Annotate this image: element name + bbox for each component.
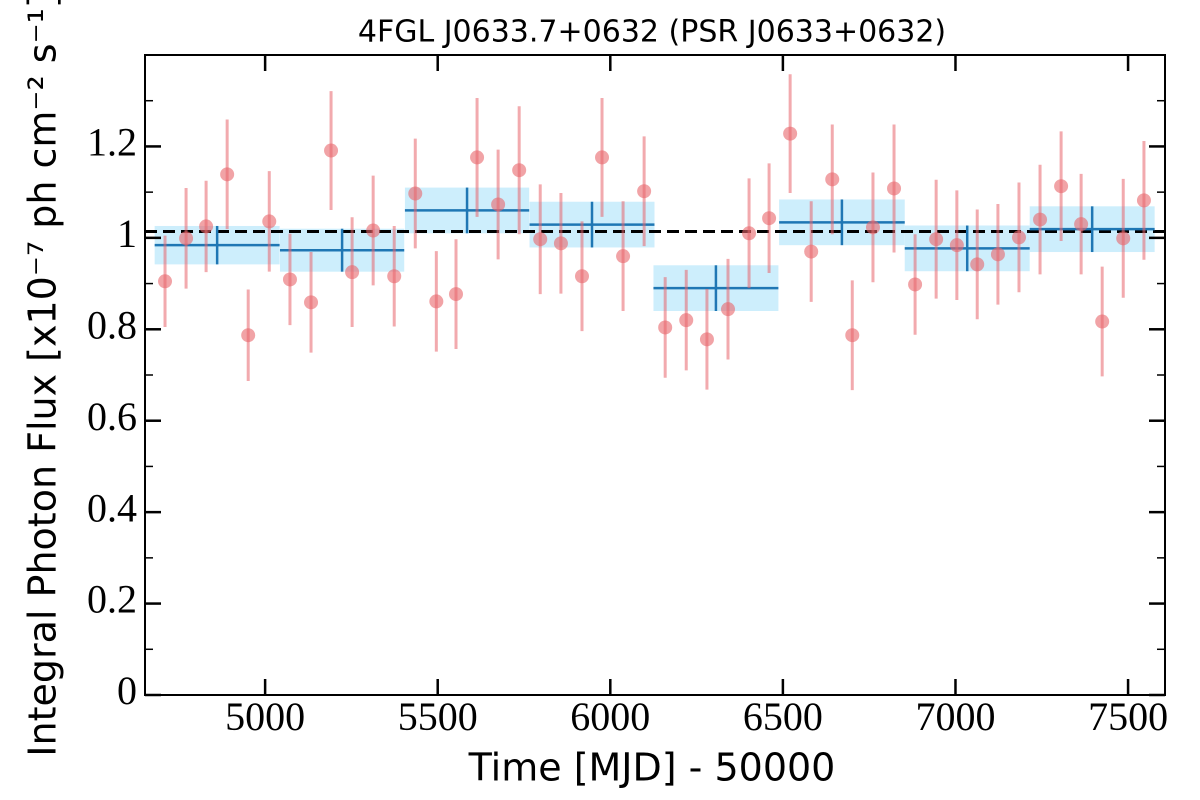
point: [429, 294, 444, 309]
point: [470, 150, 485, 165]
point: [1116, 231, 1131, 246]
point: [804, 244, 819, 259]
point: [366, 223, 381, 238]
point: [574, 269, 589, 284]
y-tick-label: 0.4: [87, 485, 137, 530]
x-axis-label: Time [MJD] - 50000: [468, 746, 836, 790]
point: [1074, 217, 1089, 232]
point: [304, 295, 319, 310]
point: [533, 232, 548, 247]
point: [241, 328, 256, 343]
point: [512, 163, 527, 178]
y-axis-label: Integral Photon Flux [x10⁻⁷ ph cm⁻² s⁻¹]: [21, 0, 65, 757]
point: [825, 172, 840, 187]
y-tick-label: 1.2: [87, 120, 137, 165]
point: [1095, 314, 1110, 329]
point: [220, 167, 235, 182]
point: [908, 277, 923, 292]
point: [679, 313, 694, 328]
point: [491, 197, 506, 212]
point: [179, 231, 194, 246]
y-tick-label: 1: [117, 211, 137, 256]
point: [865, 220, 880, 235]
point: [345, 265, 360, 280]
point: [658, 320, 673, 335]
point: [158, 274, 173, 289]
point: [616, 249, 631, 264]
chart-title: 4FGL J0633.7+0632 (PSR J0633+0632): [358, 15, 946, 50]
point: [1011, 230, 1026, 245]
point: [929, 232, 944, 247]
plot-frame: [144, 54, 1166, 696]
point: [721, 302, 736, 317]
y-tick-label: 0: [117, 668, 137, 713]
point: [949, 238, 964, 253]
point: [887, 181, 902, 196]
x-tick-label: 7500: [1088, 694, 1168, 739]
point: [595, 150, 610, 165]
x-tick-label: 6000: [570, 694, 650, 739]
point: [762, 211, 777, 226]
point: [970, 257, 985, 272]
point: [324, 143, 339, 158]
point: [387, 269, 402, 284]
point: [845, 328, 860, 343]
point: [408, 186, 423, 201]
point: [1136, 193, 1151, 208]
point: [1054, 179, 1069, 194]
x-tick-label: 5500: [398, 694, 478, 739]
point: [699, 332, 714, 347]
point: [1033, 212, 1048, 227]
y-tick-label: 0.6: [87, 394, 137, 439]
point: [282, 272, 297, 287]
x-tick-label: 7000: [915, 694, 995, 739]
point: [199, 219, 214, 234]
x-tick-label: 6500: [743, 694, 823, 739]
point: [742, 226, 757, 241]
point: [783, 126, 798, 141]
point: [637, 184, 652, 199]
point: [990, 247, 1005, 262]
x-tick-label: 5000: [225, 694, 305, 739]
y-tick-label: 0.2: [87, 577, 137, 622]
point: [553, 236, 568, 251]
point: [262, 214, 277, 229]
y-tick-label: 0.8: [87, 302, 137, 347]
point: [449, 287, 464, 302]
